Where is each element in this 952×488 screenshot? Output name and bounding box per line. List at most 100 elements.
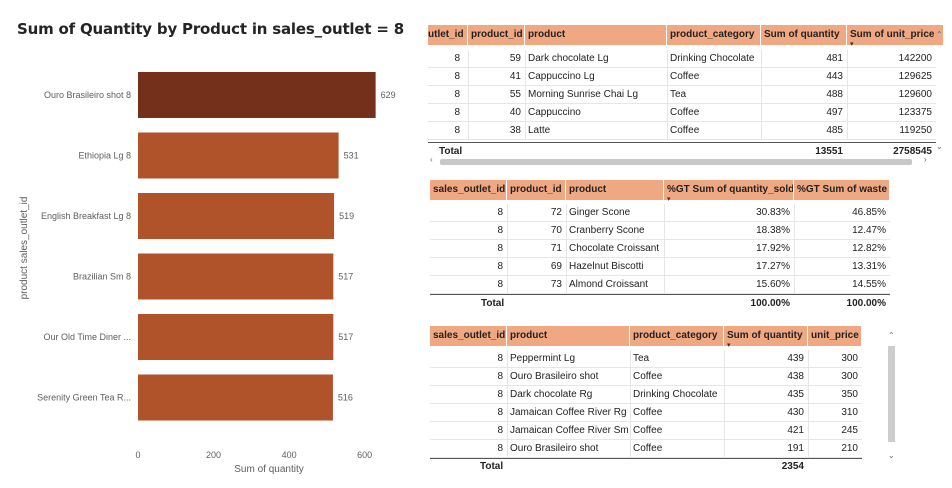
table-header [430, 326, 862, 346]
table-row [428, 121, 936, 122]
table-cell: 71 [550, 243, 562, 254]
col-header-product[interactable]: product [507, 326, 630, 346]
col-header-sum-quantity[interactable]: Sum of quantity [761, 25, 847, 45]
column-divider [664, 204, 665, 294]
col-header-unit-price[interactable]: unit_price [808, 326, 862, 346]
sort-desc-icon[interactable]: ▾ [667, 196, 671, 203]
table-cell: 30.83% [756, 207, 790, 218]
table-cell: 421 [787, 425, 804, 436]
category-label: Ethiopia Lg 8 [78, 151, 131, 161]
table-cell: 70 [550, 225, 562, 236]
table-cell: Tea [633, 353, 650, 364]
table-cell: Coffee [670, 107, 700, 118]
total-unit-price: 2758545 [893, 146, 932, 157]
table-cell: 435 [787, 389, 804, 400]
total-label: Total [439, 146, 463, 157]
column-divider [630, 350, 631, 458]
table-cell: Coffee [633, 443, 663, 454]
data-label: 629 [381, 90, 396, 100]
table-cell: 350 [841, 389, 858, 400]
bar[interactable] [138, 193, 335, 239]
table-cell: Coffee [670, 71, 700, 82]
column-divider [808, 350, 809, 458]
table-cell: 310 [841, 407, 858, 418]
col-header-product[interactable]: product [525, 25, 667, 45]
category-label: Ouro Brasileiro shot 8 [44, 90, 131, 100]
table-cell: 129600 [898, 89, 932, 100]
bar[interactable] [138, 132, 339, 179]
table-cell: Coffee [633, 371, 663, 382]
table-cell: 438 [787, 371, 804, 382]
scroll-left-icon[interactable]: ‹ [430, 155, 433, 164]
table-cell: 72 [550, 207, 562, 218]
table-row [430, 257, 890, 258]
bar-chart: Ouro Brasileiro shot 8 629 Ethiopia Lg 8 53… [19, 72, 396, 475]
horizontal-scrollbar[interactable] [440, 159, 912, 165]
table-cell: 17.92% [756, 243, 790, 254]
vertical-scrollbar[interactable] [888, 346, 895, 442]
col-header-gt-quantity-sold[interactable]: %GT Sum of quantity_sold [664, 180, 794, 200]
column-divider [847, 50, 848, 140]
table-row [430, 385, 862, 386]
column-divider [724, 350, 725, 458]
table-cell: 8 [454, 71, 460, 82]
scroll-down-icon[interactable]: ⌄ [888, 451, 895, 460]
x-axis-title: Sum of quantity [234, 464, 303, 475]
column-divider [667, 50, 668, 140]
scroll-up-icon[interactable]: ⌃ [888, 331, 895, 340]
col-header-product-id[interactable]: product_id [468, 25, 525, 45]
total-gt-waste: 100.00% [846, 298, 886, 309]
col-header-sum-quantity[interactable]: Sum of quantity [724, 326, 808, 346]
table-cell: Cappuccino [528, 107, 581, 118]
col-header-product[interactable]: product [566, 180, 664, 200]
total-label: Total [480, 461, 504, 472]
table-row [430, 293, 890, 294]
sort-desc-icon[interactable]: ▾ [727, 342, 731, 349]
scroll-up-icon[interactable]: ⌃ [936, 30, 943, 39]
total-divider [430, 458, 862, 459]
table-cell: 69 [550, 261, 562, 272]
table-cell: 18.38% [756, 225, 790, 236]
bar[interactable] [138, 72, 376, 118]
table-cell: 73 [550, 279, 562, 290]
column-divider [525, 50, 526, 140]
table-cell: Almond Croissant [569, 279, 648, 290]
table-cell: 485 [826, 125, 843, 136]
table-cell: 497 [826, 107, 843, 118]
column-divider [468, 50, 469, 140]
col-header-product-category[interactable]: product_category [667, 25, 761, 45]
column-divider [507, 204, 508, 294]
table-cell: Ginger Scone [569, 207, 631, 218]
table-cell: Coffee [633, 425, 663, 436]
col-header-product-category[interactable]: product_category [630, 326, 724, 346]
scroll-down-icon[interactable]: ⌄ [936, 142, 943, 151]
table-cell: 8 [454, 125, 460, 136]
table-cell: 119250 [899, 125, 932, 136]
col-header-product-id[interactable]: product_id [507, 180, 566, 200]
scroll-right-icon[interactable]: › [924, 155, 927, 164]
table-cell: 123375 [898, 107, 932, 118]
bar[interactable] [138, 374, 333, 421]
bar[interactable] [138, 253, 334, 300]
table-cell: 300 [841, 353, 858, 364]
total-quantity: 13551 [815, 146, 843, 157]
table-cell: 142200 [898, 53, 932, 64]
col-header-sum-unit-price[interactable]: Sum of unit_price [847, 25, 944, 45]
data-label: 516 [338, 393, 353, 403]
table-cell: 12.82% [852, 243, 886, 254]
column-divider [761, 50, 762, 140]
table-cell: 46.85% [852, 207, 886, 218]
table-cell: Cranberry Scone [569, 225, 645, 236]
col-header-gt-waste[interactable]: %GT Sum of waste [794, 180, 890, 200]
category-label: Serenity Green Tea R... [37, 393, 131, 403]
table-cell: 8 [497, 407, 503, 418]
table-cell: 8 [454, 107, 460, 118]
table-cell: 8 [497, 225, 503, 236]
table-cell: 14.55% [852, 279, 886, 290]
bar[interactable] [138, 314, 334, 360]
col-header-outlet-id[interactable]: utlet_id [428, 25, 468, 45]
col-header-sales-outlet-id[interactable]: sales_outlet_id [430, 326, 507, 346]
x-tick-label: 600 [357, 450, 372, 460]
sort-desc-icon[interactable]: ▾ [850, 41, 854, 48]
col-header-sales-outlet-id[interactable]: sales_outlet_id [430, 180, 507, 200]
